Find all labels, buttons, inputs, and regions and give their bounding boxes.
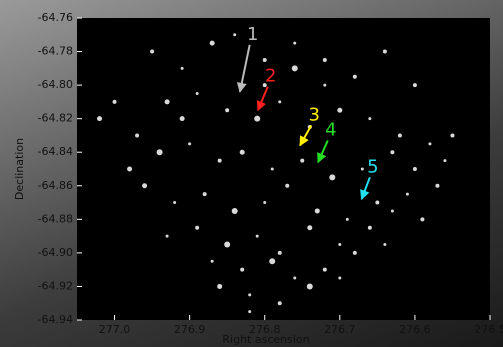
star — [413, 167, 417, 171]
star — [263, 201, 266, 204]
y-tick-label: -64.82 — [38, 112, 73, 125]
y-axis-label: Declination — [13, 138, 26, 200]
x-tick-label: 276.7 — [324, 323, 356, 336]
star — [248, 293, 251, 296]
annotation-label: 4 — [325, 119, 336, 140]
star — [323, 84, 326, 87]
star — [293, 277, 296, 280]
plot-area — [77, 18, 490, 320]
star — [181, 67, 184, 70]
star — [113, 100, 117, 104]
x-tick-label: 276.6 — [399, 323, 431, 336]
star — [157, 149, 163, 155]
star — [233, 33, 236, 36]
star — [428, 142, 431, 145]
chart: Right ascension Declination 277.0276.927… — [0, 0, 503, 347]
star — [165, 99, 170, 104]
star — [443, 159, 446, 162]
annotation-label: 5 — [367, 156, 378, 177]
star — [269, 258, 275, 264]
star — [329, 174, 335, 180]
star — [225, 108, 229, 112]
star — [211, 260, 214, 263]
star — [420, 217, 424, 221]
star — [307, 225, 312, 230]
star — [391, 209, 394, 212]
star — [188, 142, 191, 145]
star — [292, 65, 298, 71]
star — [150, 50, 154, 54]
star — [218, 159, 222, 163]
star — [232, 208, 238, 214]
star — [375, 201, 379, 205]
star — [142, 183, 147, 188]
x-tick-label: 276.8 — [249, 323, 281, 336]
y-tick-label: -64.76 — [38, 11, 73, 24]
star — [166, 235, 169, 238]
star — [224, 242, 230, 248]
star — [435, 184, 439, 188]
y-tick-label: -64.88 — [38, 212, 73, 225]
y-tick-label: -64.80 — [38, 78, 73, 91]
star — [217, 284, 222, 289]
star — [240, 268, 244, 272]
x-tick-label: 276.5 — [474, 323, 503, 336]
star — [353, 75, 357, 79]
star — [271, 168, 274, 171]
star — [361, 168, 364, 171]
star — [254, 116, 260, 122]
star — [398, 133, 402, 137]
y-tick-label: -64.86 — [38, 179, 73, 192]
star — [338, 243, 341, 246]
star — [368, 226, 372, 230]
star — [413, 83, 417, 87]
y-tick-label: -64.94 — [38, 313, 73, 326]
star — [97, 116, 102, 121]
star — [346, 218, 349, 221]
star — [315, 208, 320, 213]
star — [285, 184, 289, 188]
star — [203, 192, 207, 196]
star — [195, 226, 199, 230]
star — [210, 41, 215, 46]
star — [353, 251, 357, 255]
star — [180, 116, 185, 121]
star — [300, 159, 304, 163]
x-tick-label: 277.0 — [99, 323, 131, 336]
star — [383, 50, 387, 54]
star — [248, 310, 251, 313]
star — [406, 193, 409, 196]
star — [240, 150, 245, 155]
y-tick-label: -64.84 — [38, 145, 73, 158]
annotation-label: 3 — [309, 104, 320, 125]
star — [135, 133, 139, 137]
annotation-label: 1 — [247, 24, 258, 45]
annotation-label: 2 — [265, 66, 276, 87]
star — [293, 42, 296, 45]
star — [307, 283, 313, 289]
star — [383, 243, 386, 246]
star — [173, 201, 176, 204]
star — [390, 150, 394, 154]
star — [323, 58, 327, 62]
y-tick-label: -64.92 — [38, 279, 73, 292]
star — [278, 100, 281, 103]
star — [323, 268, 327, 272]
star — [337, 108, 342, 113]
y-tick-label: -64.90 — [38, 246, 73, 259]
star — [338, 277, 341, 280]
star — [263, 58, 267, 62]
star — [256, 235, 259, 238]
star — [368, 117, 371, 120]
star — [196, 92, 199, 95]
x-tick-label: 276.9 — [174, 323, 206, 336]
y-tick-label: -64.78 — [38, 45, 73, 58]
star — [278, 251, 282, 255]
star — [127, 167, 132, 172]
star — [278, 301, 282, 305]
star — [450, 133, 454, 137]
